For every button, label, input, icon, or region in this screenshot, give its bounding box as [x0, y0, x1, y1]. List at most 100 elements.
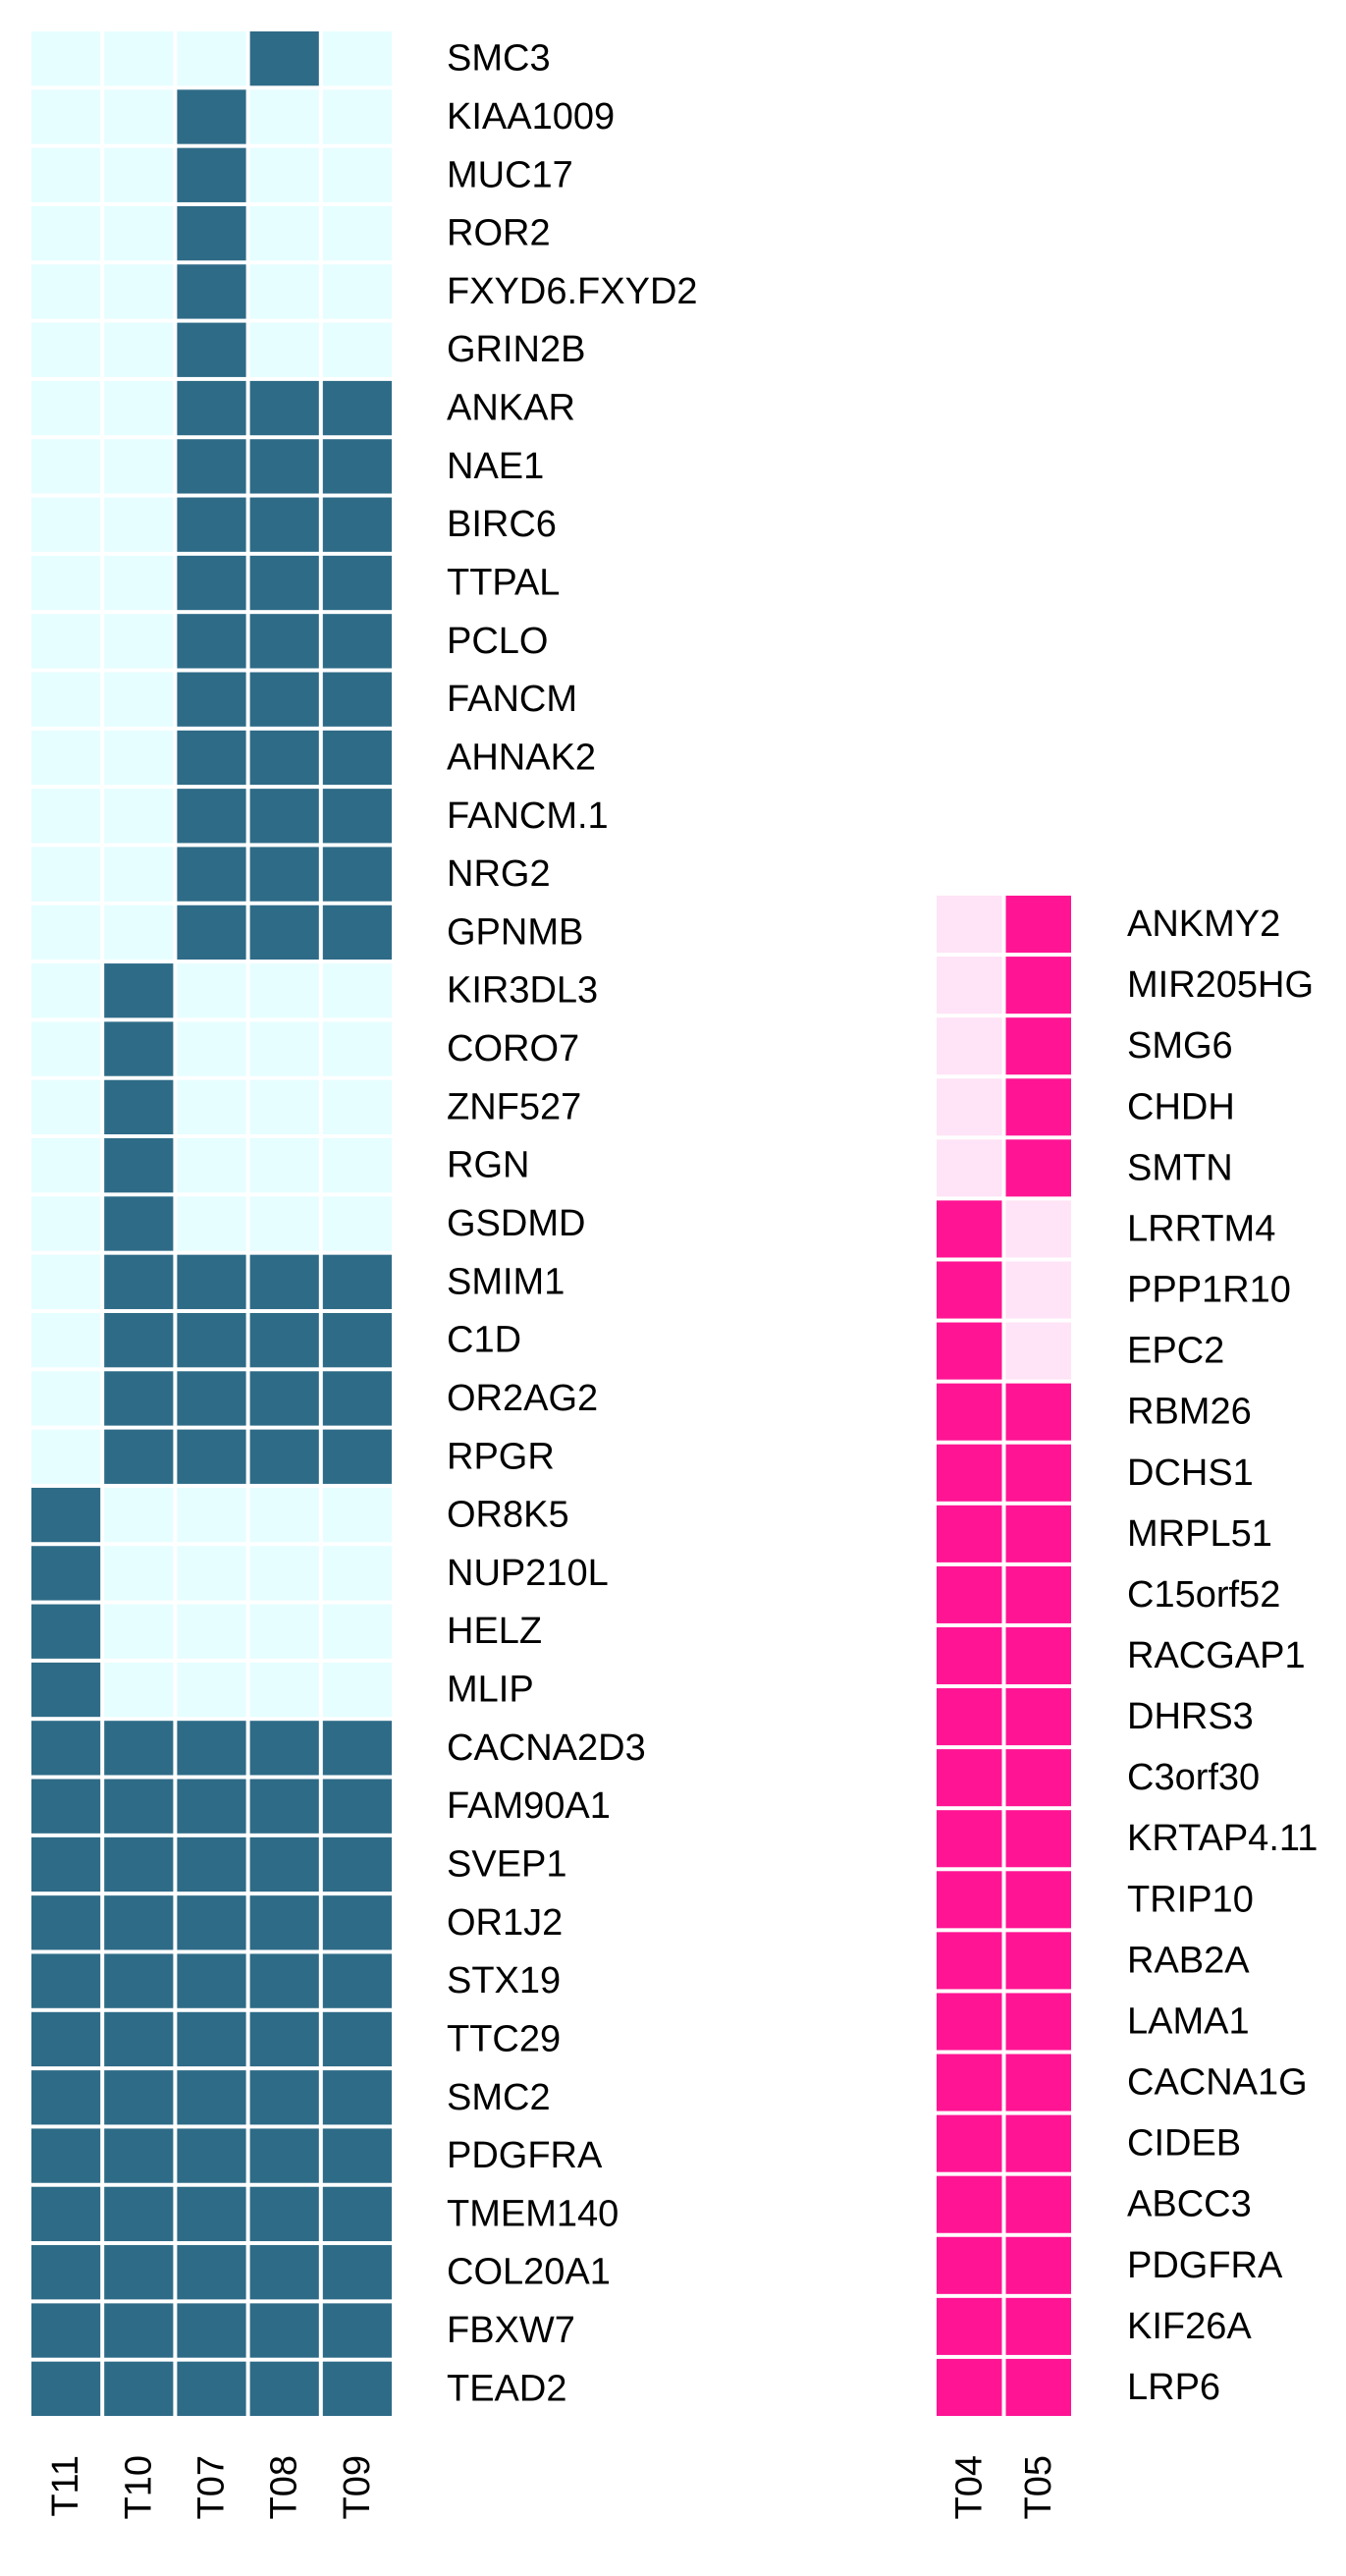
row-label-teal: FANCM.1: [447, 795, 609, 837]
heatmap-cell-teal: [31, 1021, 101, 1076]
heatmap-cell-teal: [177, 1312, 246, 1368]
heatmap-cell-teal: [322, 1429, 392, 1484]
heatmap-cell-teal: [249, 2128, 319, 2183]
heatmap-cell-teal: [177, 789, 246, 844]
row-label-teal: NRG2: [447, 853, 551, 895]
heatmap-cell-teal: [177, 2303, 246, 2358]
heatmap-cell-teal: [31, 322, 101, 377]
heatmap-cell-teal: [177, 1546, 246, 1601]
heatmap-cell-teal: [104, 904, 174, 960]
heatmap-cell-teal: [104, 1196, 174, 1251]
heatmap-cell-teal: [104, 847, 174, 902]
heatmap-cell-pink: [1005, 1505, 1071, 1562]
heatmap-cell-teal: [322, 2070, 392, 2125]
heatmap-cell-teal: [177, 730, 246, 786]
heatmap-cell-teal: [322, 1371, 392, 1426]
heatmap-cell-teal: [249, 497, 319, 552]
heatmap-cell-teal: [104, 380, 174, 436]
heatmap-cell-teal: [104, 1721, 174, 1776]
heatmap-cell-teal: [322, 1721, 392, 1776]
row-label-pink: LRRTM4: [1127, 1208, 1275, 1249]
heatmap-cell-pink: [1005, 1688, 1071, 1746]
heatmap-cell-teal: [104, 1546, 174, 1601]
heatmap-cell-pink: [1005, 1444, 1071, 1502]
heatmap-cell-pink: [937, 1444, 1002, 1502]
heatmap-cell-teal: [177, 1895, 246, 1950]
heatmap-cell-pink: [937, 1565, 1002, 1623]
heatmap-cell-teal: [104, 1836, 174, 1892]
heatmap-cell-teal: [249, 89, 319, 144]
heatmap-cell-teal: [322, 1487, 392, 1543]
heatmap-cell-teal: [104, 89, 174, 144]
row-label-teal: SVEP1: [447, 1843, 567, 1885]
heatmap-cell-teal: [249, 1138, 319, 1193]
heatmap-cell-teal: [322, 264, 392, 319]
row-label-teal: TMEM140: [447, 2193, 619, 2234]
heatmap-cell-teal: [177, 322, 246, 377]
row-label-pink: DHRS3: [1127, 1696, 1254, 1737]
heatmap-cell-teal: [249, 2011, 319, 2067]
heatmap-cell-pink: [937, 1688, 1002, 1746]
heatmap-cell-teal: [31, 963, 101, 1018]
heatmap-cell-pink: [1005, 957, 1071, 1014]
row-label-teal: NAE1: [447, 446, 544, 487]
heatmap-cell-teal: [177, 1138, 246, 1193]
heatmap-cell-teal: [31, 1953, 101, 2008]
heatmap-cell-teal: [177, 1487, 246, 1543]
heatmap-cell-pink: [1005, 2297, 1071, 2355]
heatmap-cell-teal: [322, 1953, 392, 2008]
heatmap-cell-teal: [177, 497, 246, 552]
row-label-teal: FBXW7: [447, 2310, 575, 2351]
row-label-teal: AHNAK2: [447, 737, 596, 778]
heatmap-cell-teal: [177, 847, 246, 902]
heatmap-cell-teal: [322, 847, 392, 902]
heatmap-cell-teal: [104, 1779, 174, 1834]
heatmap-cell-teal: [31, 89, 101, 144]
heatmap-cell-teal: [104, 1487, 174, 1543]
row-label-teal: ANKAR: [447, 388, 575, 429]
heatmap-cell-teal: [249, 904, 319, 960]
row-label-pink: C3orf30: [1127, 1757, 1260, 1798]
heatmap-cell-teal: [249, 1487, 319, 1543]
heatmap-cell-teal: [249, 847, 319, 902]
heatmap-cell-teal: [104, 730, 174, 786]
heatmap-cell-teal: [322, 1254, 392, 1309]
heatmap-cell-teal: [249, 1662, 319, 1718]
row-label-pink: EPC2: [1127, 1331, 1224, 1372]
heatmap-cell-teal: [104, 1138, 174, 1193]
heatmap-cell-teal: [249, 1312, 319, 1368]
row-label-teal: GRIN2B: [447, 329, 585, 370]
heatmap-cell-pink: [937, 1505, 1002, 1562]
heatmap-cell-teal: [104, 1604, 174, 1659]
heatmap-cell-teal: [104, 1371, 174, 1426]
heatmap-cell-teal: [31, 439, 101, 494]
heatmap-cell-teal: [249, 2070, 319, 2125]
heatmap-cell-teal: [249, 2245, 319, 2300]
heatmap-cell-teal: [322, 1836, 392, 1892]
heatmap-cell-teal: [104, 1662, 174, 1718]
heatmap-cell-teal: [31, 614, 101, 669]
heatmap-cell-teal: [322, 497, 392, 552]
heatmap-cell-teal: [104, 2070, 174, 2125]
heatmap-cell-teal: [177, 1604, 246, 1659]
row-label-teal: FANCM: [447, 679, 577, 720]
heatmap-cell-pink: [1005, 1810, 1071, 1868]
heatmap-cell-teal: [177, 555, 246, 611]
heatmap-cell-teal: [322, 439, 392, 494]
heatmap-cell-teal: [249, 439, 319, 494]
heatmap-cell-teal: [31, 147, 101, 202]
row-label-pink: CIDEB: [1127, 2123, 1241, 2165]
row-label-pink: KRTAP4.11: [1127, 1818, 1318, 1859]
heatmap-cell-teal: [177, 205, 246, 261]
heatmap-cell-teal: [31, 2011, 101, 2067]
heatmap-cell-teal: [104, 2128, 174, 2183]
heatmap-cell-pink: [937, 1383, 1002, 1441]
heatmap-cell-teal: [249, 730, 319, 786]
heatmap-cell-pink: [1005, 1078, 1071, 1136]
row-label-pink: CHDH: [1127, 1086, 1235, 1127]
heatmap-cell-pink: [937, 1871, 1002, 1929]
heatmap-cell-teal: [177, 963, 246, 1018]
row-label-teal: COL20A1: [447, 2252, 611, 2293]
row-label-teal: BIRC6: [447, 504, 557, 545]
heatmap-cell-teal: [177, 2361, 246, 2416]
